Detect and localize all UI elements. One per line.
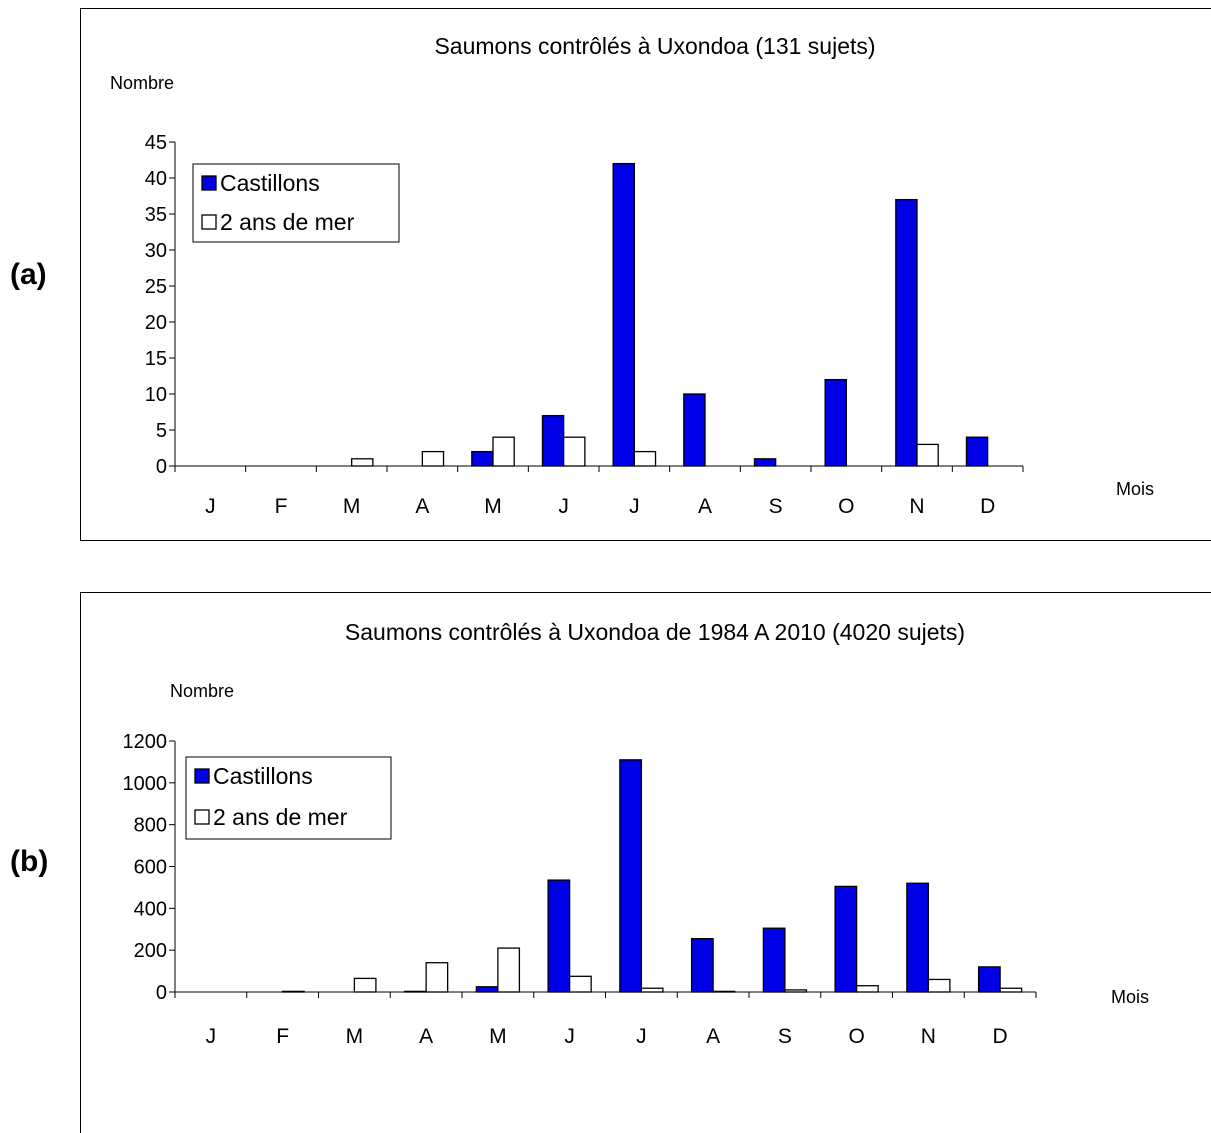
x-tick-label: O: [848, 1025, 864, 1048]
y-tick-label: 1000: [123, 773, 168, 795]
bar-castillons: [619, 759, 643, 993]
bar-castillons: [471, 450, 494, 467]
x-axis-label: Mois: [1111, 987, 1149, 1007]
x-tick-label: A: [698, 495, 712, 518]
bar-castillons: [612, 162, 635, 467]
bar-deux-ans-de-mer: [633, 450, 657, 467]
bar-castillons: [762, 927, 786, 993]
bar-castillons: [753, 458, 777, 467]
bar-castillons: [683, 393, 706, 467]
bar-castillons: [824, 378, 847, 467]
x-tick-label: A: [419, 1025, 433, 1048]
y-tick-label: 200: [134, 940, 167, 962]
legend-label-castillons: Castillons: [220, 170, 320, 196]
chart-title: Saumons contrôlés à Uxondoa (131 sujets): [434, 33, 875, 59]
y-tick-label: 35: [145, 204, 167, 226]
y-tick-label: 40: [145, 168, 167, 190]
y-tick-label: 15: [145, 348, 167, 370]
bar-deux-ans-de-mer: [927, 978, 951, 993]
x-tick-label: D: [993, 1025, 1008, 1048]
y-tick-label: 25: [145, 276, 167, 298]
x-tick-label: M: [343, 495, 361, 518]
x-axis-label: Mois: [1116, 479, 1154, 499]
chart-title: Saumons contrôlés à Uxondoa de 1984 A 20…: [345, 619, 965, 645]
x-tick-label: J: [206, 1025, 217, 1048]
bar-deux-ans-de-mer: [640, 987, 664, 993]
y-tick-label: 400: [134, 898, 167, 920]
x-tick-label: A: [706, 1025, 720, 1048]
x-tick-label: D: [980, 495, 995, 518]
y-tick-label: 0: [156, 982, 167, 1004]
legend-swatch-castillons: [194, 768, 210, 784]
y-tick-label: 800: [134, 815, 167, 837]
legend-box: [192, 163, 400, 243]
legend-label-deux-ans-de-mer: 2 ans de mer: [220, 209, 355, 235]
bar-castillons: [906, 882, 930, 993]
x-tick-label: J: [636, 1025, 647, 1048]
legend-swatch-castillons: [201, 175, 217, 191]
x-tick-label: A: [415, 495, 429, 518]
x-tick-label: M: [489, 1025, 507, 1048]
legend-box: [185, 756, 392, 840]
bar-deux-ans-de-mer: [999, 987, 1023, 993]
legend-swatch-deux-ans-de-mer: [194, 809, 210, 825]
y-axis-label: Nombre: [110, 73, 174, 93]
y-tick-label: 45: [145, 132, 167, 154]
x-tick-label: F: [276, 1025, 289, 1048]
bar-deux-ans-de-mer: [916, 443, 939, 467]
x-tick-label: J: [564, 1025, 575, 1048]
bar-deux-ans-de-mer: [421, 450, 445, 467]
x-tick-label: M: [346, 1025, 364, 1048]
bar-castillons: [965, 436, 989, 467]
chart-frame-b: [80, 592, 1211, 1133]
bar-deux-ans-de-mer: [712, 990, 736, 993]
legend-label-castillons: Castillons: [213, 763, 313, 789]
bar-deux-ans-de-mer: [855, 985, 879, 993]
y-tick-label: 10: [145, 384, 167, 406]
bar-castillons: [475, 986, 499, 993]
x-tick-label: F: [275, 495, 288, 518]
bar-deux-ans-de-mer: [425, 962, 449, 993]
bar-deux-ans-de-mer: [784, 989, 808, 993]
y-tick-label: 5: [156, 420, 167, 442]
x-tick-label: J: [205, 495, 216, 518]
bar-castillons: [834, 885, 858, 993]
bar-deux-ans-de-mer: [281, 990, 305, 993]
bar-deux-ans-de-mer: [351, 458, 374, 467]
y-tick-label: 600: [134, 857, 167, 879]
y-tick-label: 0: [156, 456, 167, 478]
bar-deux-ans-de-mer: [353, 977, 377, 993]
x-tick-label: S: [778, 1025, 792, 1048]
bar-castillons: [541, 414, 565, 467]
x-tick-label: N: [909, 495, 924, 518]
panel-label-b: (b): [10, 845, 49, 878]
bar-castillons: [895, 198, 918, 467]
y-tick-label: 30: [145, 240, 167, 262]
bar-deux-ans-de-mer: [563, 436, 586, 467]
x-tick-label: J: [558, 495, 569, 518]
x-tick-label: N: [921, 1025, 936, 1048]
bar-deux-ans-de-mer: [568, 975, 592, 993]
x-tick-label: M: [484, 495, 502, 518]
panel-label-a: (a): [10, 258, 47, 291]
bar-castillons: [690, 938, 714, 993]
y-tick-label: 1200: [123, 731, 168, 753]
legend-swatch-deux-ans-de-mer: [201, 214, 217, 230]
y-axis-label: Nombre: [170, 681, 234, 701]
x-tick-label: J: [629, 495, 640, 518]
legend-label-deux-ans-de-mer: 2 ans de mer: [213, 804, 348, 830]
bar-deux-ans-de-mer: [497, 947, 521, 993]
x-tick-label: S: [769, 495, 783, 518]
bar-castillons: [977, 966, 1001, 993]
y-tick-label: 20: [145, 312, 167, 334]
bar-castillons: [403, 990, 427, 993]
x-tick-label: O: [838, 495, 854, 518]
bar-deux-ans-de-mer: [492, 436, 515, 467]
bar-castillons: [547, 879, 571, 993]
